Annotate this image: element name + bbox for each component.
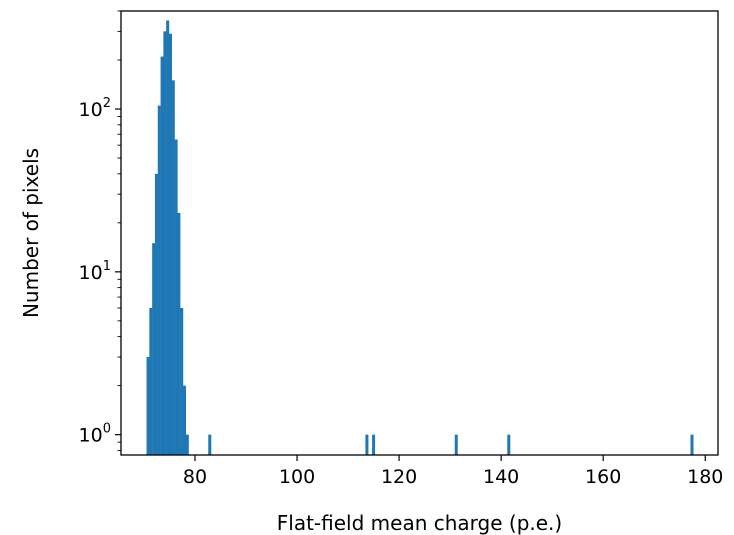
histogram-bar-2 xyxy=(152,243,156,455)
histogram-bars xyxy=(146,20,694,456)
histogram-bar-9 xyxy=(171,80,175,455)
x-tick-label: 120 xyxy=(381,466,417,488)
histogram-bar-0 xyxy=(146,356,150,455)
histogram-bar-13 xyxy=(183,385,187,455)
histogram-bar-16 xyxy=(365,434,369,455)
y-axis-label: Number of pixels xyxy=(19,148,43,318)
y-tick-label: 101 xyxy=(79,259,111,284)
x-tick-label: 80 xyxy=(183,466,207,488)
histogram-bar-5 xyxy=(160,56,164,456)
x-tick-label: 160 xyxy=(585,466,621,488)
y-tick-label: 102 xyxy=(79,96,111,121)
histogram-bar-8 xyxy=(168,33,172,456)
histogram-bar-10 xyxy=(174,139,178,456)
x-tick-label: 100 xyxy=(279,466,315,488)
histogram-bar-7 xyxy=(166,20,170,455)
histogram-bar-6 xyxy=(163,31,167,456)
histogram-bar-14 xyxy=(185,434,189,455)
y-axis: 100 101 102 xyxy=(79,10,121,451)
histogram-bar-17 xyxy=(372,434,376,455)
histogram-bar-11 xyxy=(177,212,181,455)
histogram-bar-12 xyxy=(180,307,184,455)
y-tick-label: 100 xyxy=(79,422,111,447)
histogram-bar-3 xyxy=(154,173,158,455)
histogram-bar-19 xyxy=(507,434,511,455)
plot-area-frame xyxy=(120,10,719,456)
histogram-bar-1 xyxy=(149,307,153,455)
histogram-bar-15 xyxy=(208,434,212,455)
x-tick-label: 180 xyxy=(687,466,723,488)
x-axis-label: Flat-field mean charge (p.e.) xyxy=(277,511,562,535)
histogram-bar-18 xyxy=(454,434,458,455)
x-tick-label: 140 xyxy=(483,466,519,488)
histogram-bar-20 xyxy=(690,434,694,455)
histogram-bar-4 xyxy=(157,105,161,455)
x-axis: 80 100 120 140 160 180 xyxy=(183,455,723,488)
